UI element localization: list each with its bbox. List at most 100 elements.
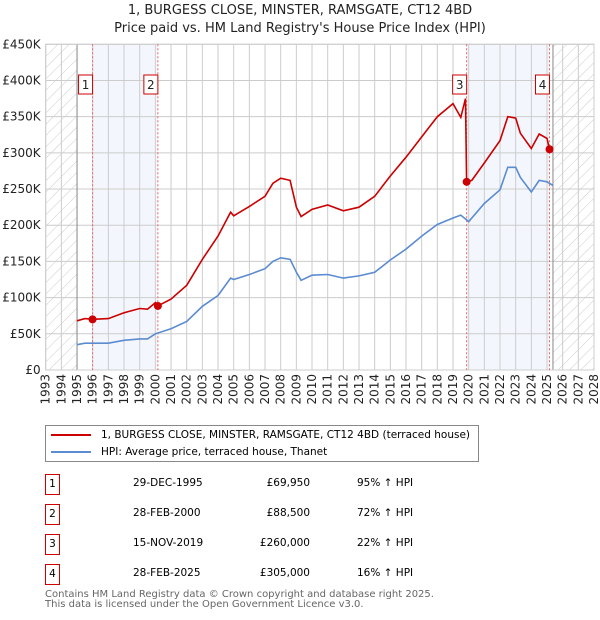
x-tick-label: 2022 bbox=[493, 374, 507, 405]
x-tick-label: 2009 bbox=[289, 374, 303, 405]
sale-label-border bbox=[535, 74, 551, 95]
x-tick-label: 2014 bbox=[368, 374, 382, 405]
x-tick-label: 2026 bbox=[556, 374, 570, 405]
y-tick-label: £400K bbox=[2, 73, 42, 87]
x-tick-label: 2013 bbox=[352, 374, 366, 405]
y-tick-label: £50K bbox=[10, 327, 42, 341]
x-tick-label: 2012 bbox=[336, 374, 350, 405]
x-tick-label: 2011 bbox=[321, 374, 335, 405]
x-tick-label: 2001 bbox=[164, 374, 178, 405]
x-tick-label: 2004 bbox=[211, 374, 225, 405]
x-tick-label: 2007 bbox=[258, 374, 272, 405]
transaction-hpi-diff: 72% ↑ HPI bbox=[357, 507, 414, 519]
transaction-price: £69,950 bbox=[266, 477, 310, 489]
transaction-row: 3 15-NOV-2019 £260,000 22% ↑ HPI bbox=[45, 534, 465, 555]
x-tick-label: 2010 bbox=[305, 374, 319, 405]
subtitle: Price paid vs. HM Land Registry's House … bbox=[114, 21, 486, 36]
sale-label: 2 bbox=[147, 78, 155, 92]
y-tick-label: £450K bbox=[2, 37, 42, 51]
sale-point bbox=[88, 315, 97, 324]
title: 1, BURGESS CLOSE, MINSTER, RAMSGATE, CT1… bbox=[127, 3, 473, 18]
y-tick-label: £200K bbox=[2, 218, 42, 232]
sale-label-box: 3 bbox=[452, 74, 468, 95]
transaction-date: 28-FEB-2025 bbox=[133, 567, 201, 579]
ownership-shade bbox=[92, 44, 158, 371]
chart-title: 1, BURGESS CLOSE, MINSTER, RAMSGATE, CT1… bbox=[0, 2, 600, 38]
x-tick-label: 1996 bbox=[86, 374, 100, 405]
x-tick-label: 2018 bbox=[430, 374, 444, 405]
x-tick-label: 2016 bbox=[399, 374, 413, 405]
x-tick-label: 2019 bbox=[446, 374, 460, 405]
transaction-number-badge: 1 bbox=[45, 474, 60, 495]
sale-point bbox=[545, 145, 554, 154]
legend-label: HPI: Average price, terraced house, Than… bbox=[101, 446, 328, 458]
transaction-number-badge: 3 bbox=[45, 534, 60, 555]
x-tick-label: 1993 bbox=[39, 374, 53, 405]
transaction-date: 15-NOV-2019 bbox=[133, 537, 204, 549]
legend-item-hpi: HPI: Average price, terraced house, Than… bbox=[51, 444, 327, 460]
x-tick-label: 2017 bbox=[415, 374, 429, 405]
y-tick-label: £350K bbox=[2, 110, 42, 124]
x-tick-label: 2003 bbox=[195, 374, 209, 405]
transaction-date: 28-FEB-2000 bbox=[133, 507, 201, 519]
hpi-line bbox=[76, 166, 554, 346]
transaction-row: 1 29-DEC-1995 £69,950 95% ↑ HPI bbox=[45, 474, 465, 495]
x-tick-label: 2024 bbox=[524, 374, 538, 405]
legend-swatch-blue bbox=[51, 451, 91, 453]
y-tick-label: £100K bbox=[2, 291, 42, 305]
x-tick-label: 1997 bbox=[101, 374, 115, 405]
x-tick-label: 2015 bbox=[383, 374, 397, 405]
y-tick-label: £0 bbox=[25, 363, 40, 377]
footer: Contains HM Land Registry data © Crown c… bbox=[45, 590, 434, 610]
sale-label-border bbox=[143, 74, 159, 95]
sale-label-border bbox=[78, 74, 94, 95]
sale-label-border bbox=[452, 74, 468, 95]
transaction-price: £88,500 bbox=[266, 507, 310, 519]
no-data-hatch-right bbox=[552, 44, 594, 371]
x-tick-label: 1995 bbox=[70, 374, 84, 405]
x-tick-label: 2025 bbox=[540, 374, 554, 405]
x-tick-label: 1999 bbox=[133, 374, 147, 405]
y-tick-label: £250K bbox=[2, 182, 42, 196]
transaction-row: 4 28-FEB-2025 £305,000 16% ↑ HPI bbox=[45, 564, 465, 585]
price-chart: 1993 1994 1995 1996 1997 1998 1999 2000 2001 2002… bbox=[2, 37, 600, 405]
footer-licence: This data is licensed under the Open Gov… bbox=[45, 599, 364, 610]
plot-border bbox=[45, 43, 595, 371]
x-tick-label: 2000 bbox=[148, 374, 162, 405]
sale-point bbox=[462, 177, 471, 186]
x-tick-label: 2002 bbox=[180, 374, 194, 405]
y-tick-label: £150K bbox=[2, 254, 42, 268]
x-tick-label: 2027 bbox=[571, 374, 585, 405]
sale-label: 4 bbox=[539, 78, 547, 92]
legend-item-property: 1, BURGESS CLOSE, MINSTER, RAMSGATE, CT1… bbox=[51, 427, 470, 443]
x-tick-label: 2021 bbox=[477, 374, 491, 405]
legend: 1, BURGESS CLOSE, MINSTER, RAMSGATE, CT1… bbox=[45, 425, 479, 462]
legend-label: 1, BURGESS CLOSE, MINSTER, RAMSGATE, CT1… bbox=[101, 429, 471, 441]
sale-label-box: 1 bbox=[78, 74, 94, 95]
transaction-price: £305,000 bbox=[259, 567, 310, 579]
x-tick-label: 2006 bbox=[242, 374, 256, 405]
x-tick-label: 2028 bbox=[587, 374, 600, 405]
x-tick-label: 2020 bbox=[462, 374, 476, 405]
transaction-row: 2 28-FEB-2000 £88,500 72% ↑ HPI bbox=[45, 504, 465, 525]
footer-copyright: Contains HM Land Registry data © Crown c… bbox=[45, 589, 434, 600]
x-tick-label: 2005 bbox=[227, 374, 241, 405]
sale-label-box: 4 bbox=[535, 74, 551, 95]
transaction-hpi-diff: 95% ↑ HPI bbox=[357, 477, 414, 489]
transaction-date: 29-DEC-1995 bbox=[133, 477, 203, 489]
legend-swatch-red bbox=[51, 434, 91, 436]
sale-label: 3 bbox=[456, 78, 464, 92]
x-tick-label: 1994 bbox=[54, 374, 68, 405]
sale-point bbox=[153, 301, 162, 310]
transaction-number-badge: 4 bbox=[45, 564, 60, 585]
sale-label: 1 bbox=[82, 78, 90, 92]
sale-label-box: 2 bbox=[143, 74, 159, 95]
transaction-hpi-diff: 22% ↑ HPI bbox=[357, 537, 414, 549]
transaction-number-badge: 2 bbox=[45, 504, 60, 525]
y-tick-label: £300K bbox=[2, 146, 42, 160]
transaction-hpi-diff: 16% ↑ HPI bbox=[357, 567, 414, 579]
x-tick-label: 2023 bbox=[509, 374, 523, 405]
x-tick-label: 2008 bbox=[274, 374, 288, 405]
transaction-price: £260,000 bbox=[259, 537, 310, 549]
